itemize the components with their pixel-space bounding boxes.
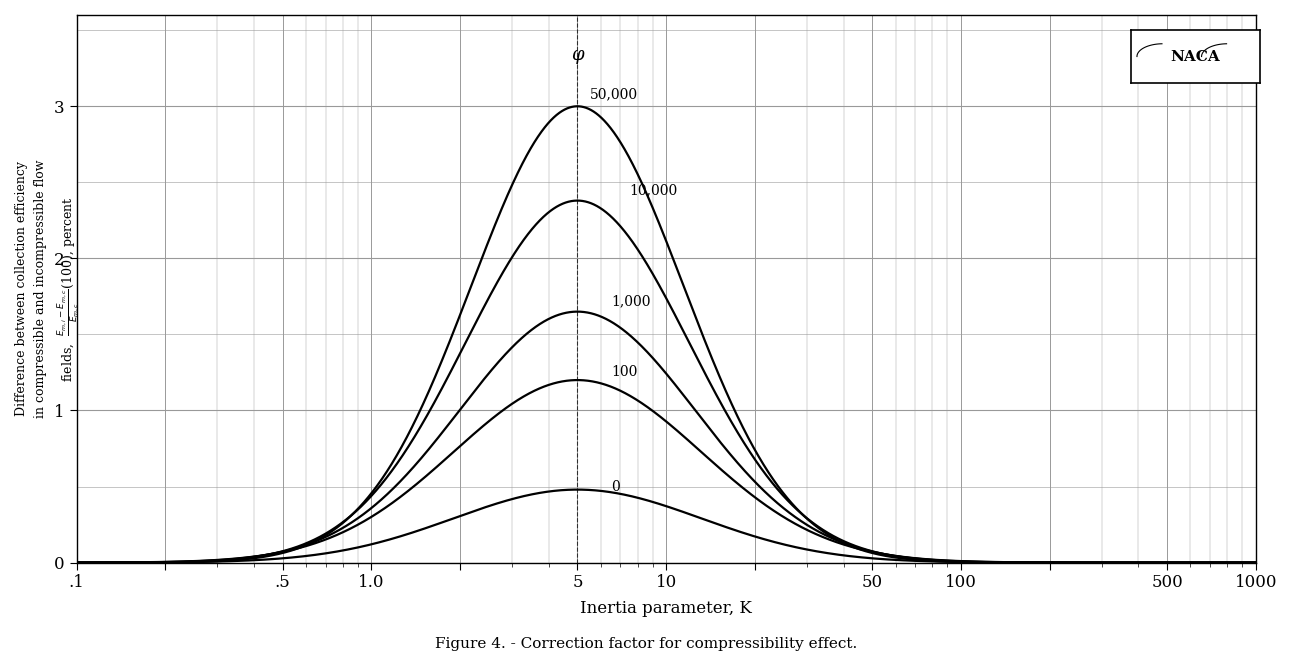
Text: 0: 0	[611, 479, 620, 493]
Text: φ: φ	[571, 46, 584, 64]
Text: 100: 100	[611, 366, 637, 380]
X-axis label: Inertia parameter, K: Inertia parameter, K	[580, 600, 752, 616]
Y-axis label: Difference between collection efficiency
in compressible and incompressible flow: Difference between collection efficiency…	[16, 160, 83, 418]
Text: 50,000: 50,000	[589, 87, 638, 101]
Text: 1,000: 1,000	[611, 294, 650, 308]
Text: 10,000: 10,000	[629, 183, 677, 197]
Text: Figure 4. - Correction factor for compressibility effect.: Figure 4. - Correction factor for compre…	[435, 637, 857, 652]
Text: NACA: NACA	[1171, 49, 1220, 64]
